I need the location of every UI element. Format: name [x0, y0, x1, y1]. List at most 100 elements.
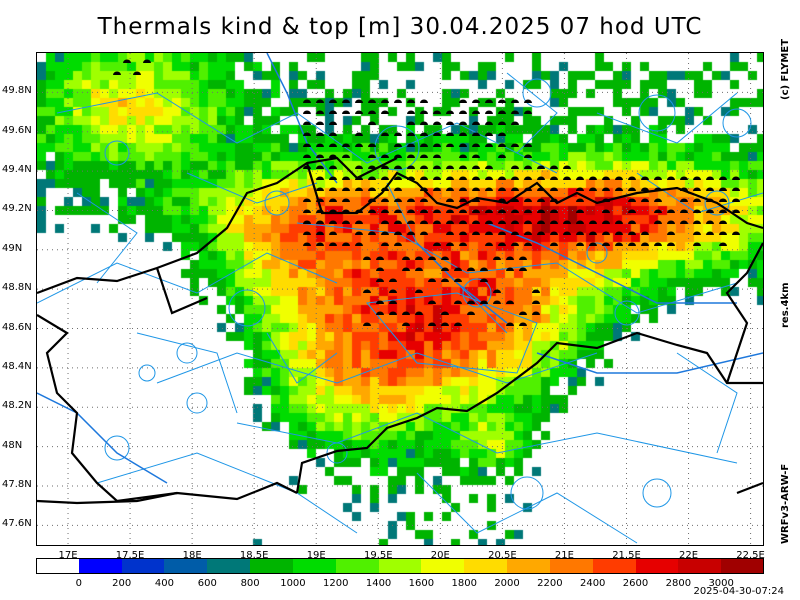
cumulus-symbol — [355, 187, 363, 191]
graticule — [37, 53, 763, 545]
cumulus-symbol — [519, 322, 527, 326]
river-line — [37, 392, 168, 484]
cumulus-symbol — [641, 231, 649, 235]
cumulus-symbol — [428, 300, 436, 304]
cumulus-symbol — [381, 209, 389, 213]
latitude-tick-label: 47.8N — [2, 478, 32, 490]
cumulus-symbol — [446, 220, 454, 224]
cumulus-symbol — [537, 187, 545, 191]
cumulus-symbol — [511, 99, 519, 103]
airspace-line — [37, 252, 338, 304]
cumulus-symbol — [342, 220, 350, 224]
cumulus-symbol — [446, 132, 454, 136]
cumulus-symbol — [113, 71, 121, 75]
cumulus-symbol — [485, 187, 493, 191]
cumulus-symbol — [441, 256, 449, 260]
cumulus-symbol — [537, 220, 545, 224]
cumulus-symbol — [316, 198, 324, 202]
cumulus-symbol — [368, 187, 376, 191]
cumulus-symbol — [433, 242, 441, 246]
cumulus-symbol — [355, 231, 363, 235]
cumulus-symbol — [329, 154, 337, 158]
thermals-map[interactable] — [36, 52, 764, 546]
longitude-tick-label: 18.5E — [239, 550, 269, 561]
cumulus-symbol — [576, 176, 584, 180]
latitude-tick-label: 49.8N — [2, 85, 32, 97]
cumulus-symbol — [433, 176, 441, 180]
cumulus-symbol — [615, 176, 623, 180]
river-line — [416, 242, 508, 324]
cumulus-symbol — [732, 209, 740, 213]
cumulus-symbol — [498, 209, 506, 213]
cumulus-symbol — [493, 289, 501, 293]
cumulus-symbol — [363, 289, 371, 293]
cumulus-symbol — [433, 209, 441, 213]
cumulus-symbol — [394, 198, 402, 202]
cumulus-symbol — [316, 99, 324, 103]
cumulus-symbol — [719, 231, 727, 235]
cumulus-symbol — [628, 209, 636, 213]
country-border — [37, 314, 298, 503]
cumulus-symbol — [485, 99, 493, 103]
cumulus-symbol — [706, 187, 714, 191]
legend-label: 2600 — [622, 578, 649, 589]
legend-swatch — [635, 558, 679, 574]
legend-label: 1800 — [451, 578, 477, 589]
cumulus-symbol — [428, 278, 436, 282]
cumulus-symbol — [355, 110, 363, 114]
cumulus-symbol — [693, 198, 701, 202]
cumulus-symbol — [511, 165, 519, 169]
cumulus-symbol — [506, 267, 514, 271]
cumulus-symbol — [303, 220, 311, 224]
cumulus-symbol — [303, 121, 311, 125]
cumulus-symbol — [316, 132, 324, 136]
airspace-circle — [228, 289, 266, 327]
legend-label: 3000 — [708, 578, 734, 589]
cumulus-symbol — [680, 220, 688, 224]
cumulus-symbol — [415, 267, 423, 271]
country-border — [736, 481, 763, 495]
cumulus-symbol — [524, 187, 532, 191]
cumulus-symbol — [368, 143, 376, 147]
cumulus-symbol — [498, 198, 506, 202]
cumulus-symbol — [732, 176, 740, 180]
cumulus-symbol — [524, 231, 532, 235]
cumulus-symbol — [524, 99, 532, 103]
cumulus-symbol — [394, 242, 402, 246]
airspace-line — [76, 192, 138, 284]
cumulus-symbol — [693, 176, 701, 180]
cumulus-symbol — [498, 220, 506, 224]
cumulus-symbol — [316, 154, 324, 158]
cumulus-symbol — [511, 187, 519, 191]
color-legend-frame — [36, 558, 764, 574]
airspace-circle — [264, 190, 290, 216]
cumulus-symbol — [667, 242, 675, 246]
cumulus-symbol — [133, 71, 141, 75]
airspace-line — [366, 292, 538, 374]
airspace-line — [506, 72, 558, 154]
cumulus-symbol — [693, 220, 701, 224]
cumulus-symbol — [537, 165, 545, 169]
airspace-circle — [374, 125, 420, 171]
cumulus-symbol — [316, 242, 324, 246]
cumulus-symbol — [368, 110, 376, 114]
airspace-line — [186, 172, 318, 204]
resolution-label: res.4km — [780, 282, 791, 329]
cumulus-symbol — [402, 267, 410, 271]
cumulus-symbol — [485, 209, 493, 213]
cumulus-symbol — [394, 209, 402, 213]
cumulus-symbol — [506, 256, 514, 260]
cumulus-symbol — [454, 278, 462, 282]
cumulus-symbol — [732, 187, 740, 191]
cumulus-symbol — [381, 99, 389, 103]
cumulus-symbol — [511, 176, 519, 180]
cumulus-symbol — [524, 198, 532, 202]
cumulus-symbol — [394, 132, 402, 136]
legend-swatch — [678, 558, 722, 574]
cumulus-symbol — [706, 231, 714, 235]
cumulus-symbol — [381, 110, 389, 114]
cumulus-symbol — [485, 231, 493, 235]
cumulus-symbol — [654, 198, 662, 202]
cumulus-symbol — [693, 187, 701, 191]
cumulus-symbol — [537, 198, 545, 202]
